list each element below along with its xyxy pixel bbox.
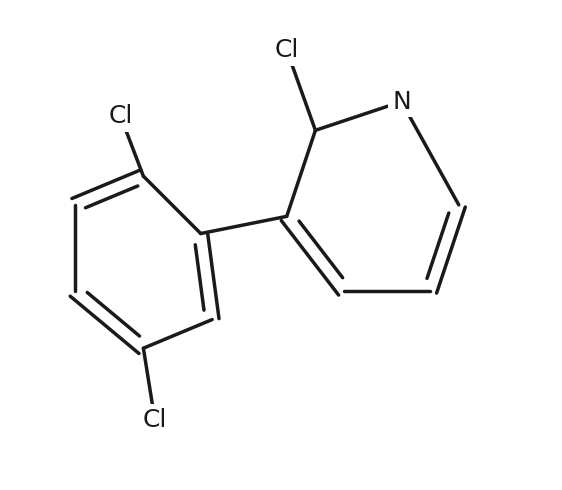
Text: Cl: Cl: [275, 38, 299, 62]
Text: Cl: Cl: [108, 104, 133, 128]
Text: Cl: Cl: [143, 408, 167, 432]
Text: N: N: [392, 90, 411, 114]
